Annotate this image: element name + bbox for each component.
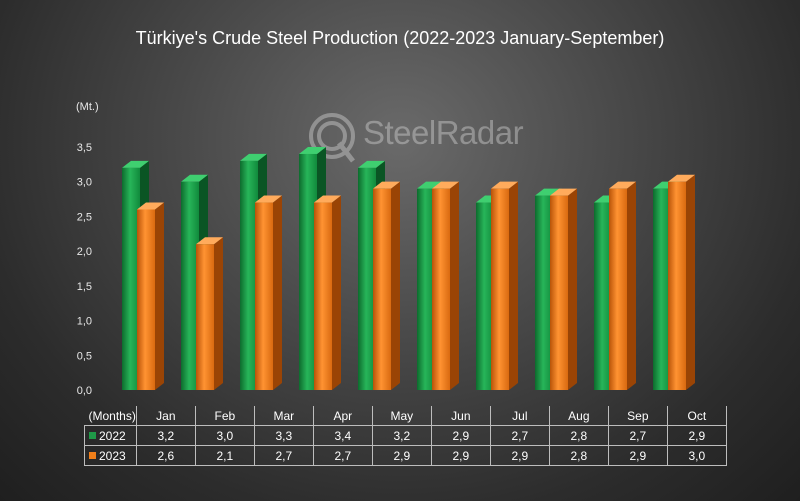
category-label-Aug: Aug — [548, 406, 609, 426]
value-cell-2023-Jan: 2,6 — [135, 445, 196, 466]
y-tick-label: 2,5 — [77, 211, 92, 223]
value-cell-2022-Mar: 3,3 — [253, 425, 314, 446]
bars — [122, 146, 695, 390]
y-tick-label: 3,0 — [77, 177, 92, 189]
value-cell-2022-Jan: 3,2 — [135, 425, 196, 446]
value-cell-2022-Oct: 2,9 — [666, 425, 727, 446]
legend-2023: 2023 — [84, 445, 137, 466]
y-axis: 0,0 0,5 1,0 1,5 2,0 2,5 3,0 3,5 — [77, 142, 92, 397]
bar-2023-Sep — [609, 181, 636, 390]
chart-title: Türkiye's Crude Steel Production (2022-2… — [135, 28, 665, 48]
data-table: (Months) Jan Feb Mar Apr May Jun Jul Aug Sep Oct … — [84, 406, 727, 466]
value-cell-2022-Jul: 2,7 — [489, 425, 550, 446]
y-tick-label: 0,0 — [77, 385, 92, 397]
category-label-Jun: Jun — [430, 406, 491, 426]
y-tick-label: 1,0 — [77, 316, 92, 328]
y-axis-unit-label: (Mt.) — [76, 101, 99, 113]
value-cell-2023-Jul: 2,9 — [489, 445, 550, 466]
bar-2023-Feb — [196, 237, 223, 390]
value-cell-2023-May: 2,9 — [371, 445, 432, 466]
y-tick-label: 2,0 — [77, 246, 92, 258]
value-cell-2023-Aug: 2,8 — [548, 445, 609, 466]
table-header-row: (Months) Jan Feb Mar Apr May Jun Jul Aug Sep Oct — [84, 406, 727, 426]
bar-2023-Apr — [314, 195, 341, 390]
y-tick-label: 3,5 — [77, 142, 92, 154]
value-cell-2023-Sep: 2,9 — [607, 445, 668, 466]
value-cell-2023-Feb: 2,1 — [194, 445, 255, 466]
value-cell-2022-Sep: 2,7 — [607, 425, 668, 446]
value-cell-2022-Jun: 2,9 — [430, 425, 491, 446]
category-label-May: May — [371, 406, 432, 426]
y-tick-label: 0,5 — [77, 350, 92, 362]
watermark-brand-text: SteelRadar — [363, 114, 524, 151]
y-tick-label: 1,5 — [77, 281, 92, 293]
value-cell-2023-Jun: 2,9 — [430, 445, 491, 466]
value-cell-2023-Mar: 2,7 — [253, 445, 314, 466]
x-axis-label: (Months) — [84, 406, 137, 426]
bar-2023-Aug — [550, 188, 577, 390]
bar-plot: 0,0 0,5 1,0 1,5 2,0 2,5 3,0 3,5 — [77, 142, 695, 397]
bar-2023-Mar — [255, 195, 282, 390]
value-cell-2023-Apr: 2,7 — [312, 445, 373, 466]
legend-swatch-2023 — [89, 451, 96, 459]
legend-label-2023: 2023 — [99, 448, 126, 463]
table-row-series-2022: 2022 3,2 3,0 3,3 3,4 3,2 2,9 2,7 2,8 2,7 2,9 — [84, 425, 727, 446]
value-cell-2023-Oct: 3,0 — [666, 445, 727, 466]
category-label-Sep: Sep — [607, 406, 668, 426]
table-row-series-2023: 2023 2,6 2,1 2,7 2,7 2,9 2,9 2,9 2,8 2,9 3,0 — [84, 445, 727, 466]
steelradar-logo-icon — [309, 113, 355, 163]
bar-2023-Jul — [491, 181, 518, 390]
category-label-Apr: Apr — [312, 406, 373, 426]
bar-2023-Jun — [432, 181, 459, 390]
value-cell-2022-Aug: 2,8 — [548, 425, 609, 446]
steelradar-watermark: SteelRadar — [306, 106, 524, 166]
category-label-Oct: Oct — [666, 406, 727, 426]
bar-2023-Oct — [668, 174, 695, 390]
bar-2023-May — [373, 181, 400, 390]
category-label-Jul: Jul — [489, 406, 550, 426]
bar-2023-Jan — [137, 202, 164, 390]
legend-label-2022: 2022 — [99, 428, 126, 443]
category-label-Jan: Jan — [135, 406, 196, 426]
legend-swatch-2022 — [89, 431, 96, 439]
value-cell-2022-Apr: 3,4 — [312, 425, 373, 446]
value-cell-2022-Feb: 3,0 — [194, 425, 255, 446]
legend-2022: 2022 — [84, 425, 137, 446]
value-cell-2022-May: 3,2 — [371, 425, 432, 446]
category-label-Mar: Mar — [253, 406, 314, 426]
category-label-Feb: Feb — [194, 406, 255, 426]
